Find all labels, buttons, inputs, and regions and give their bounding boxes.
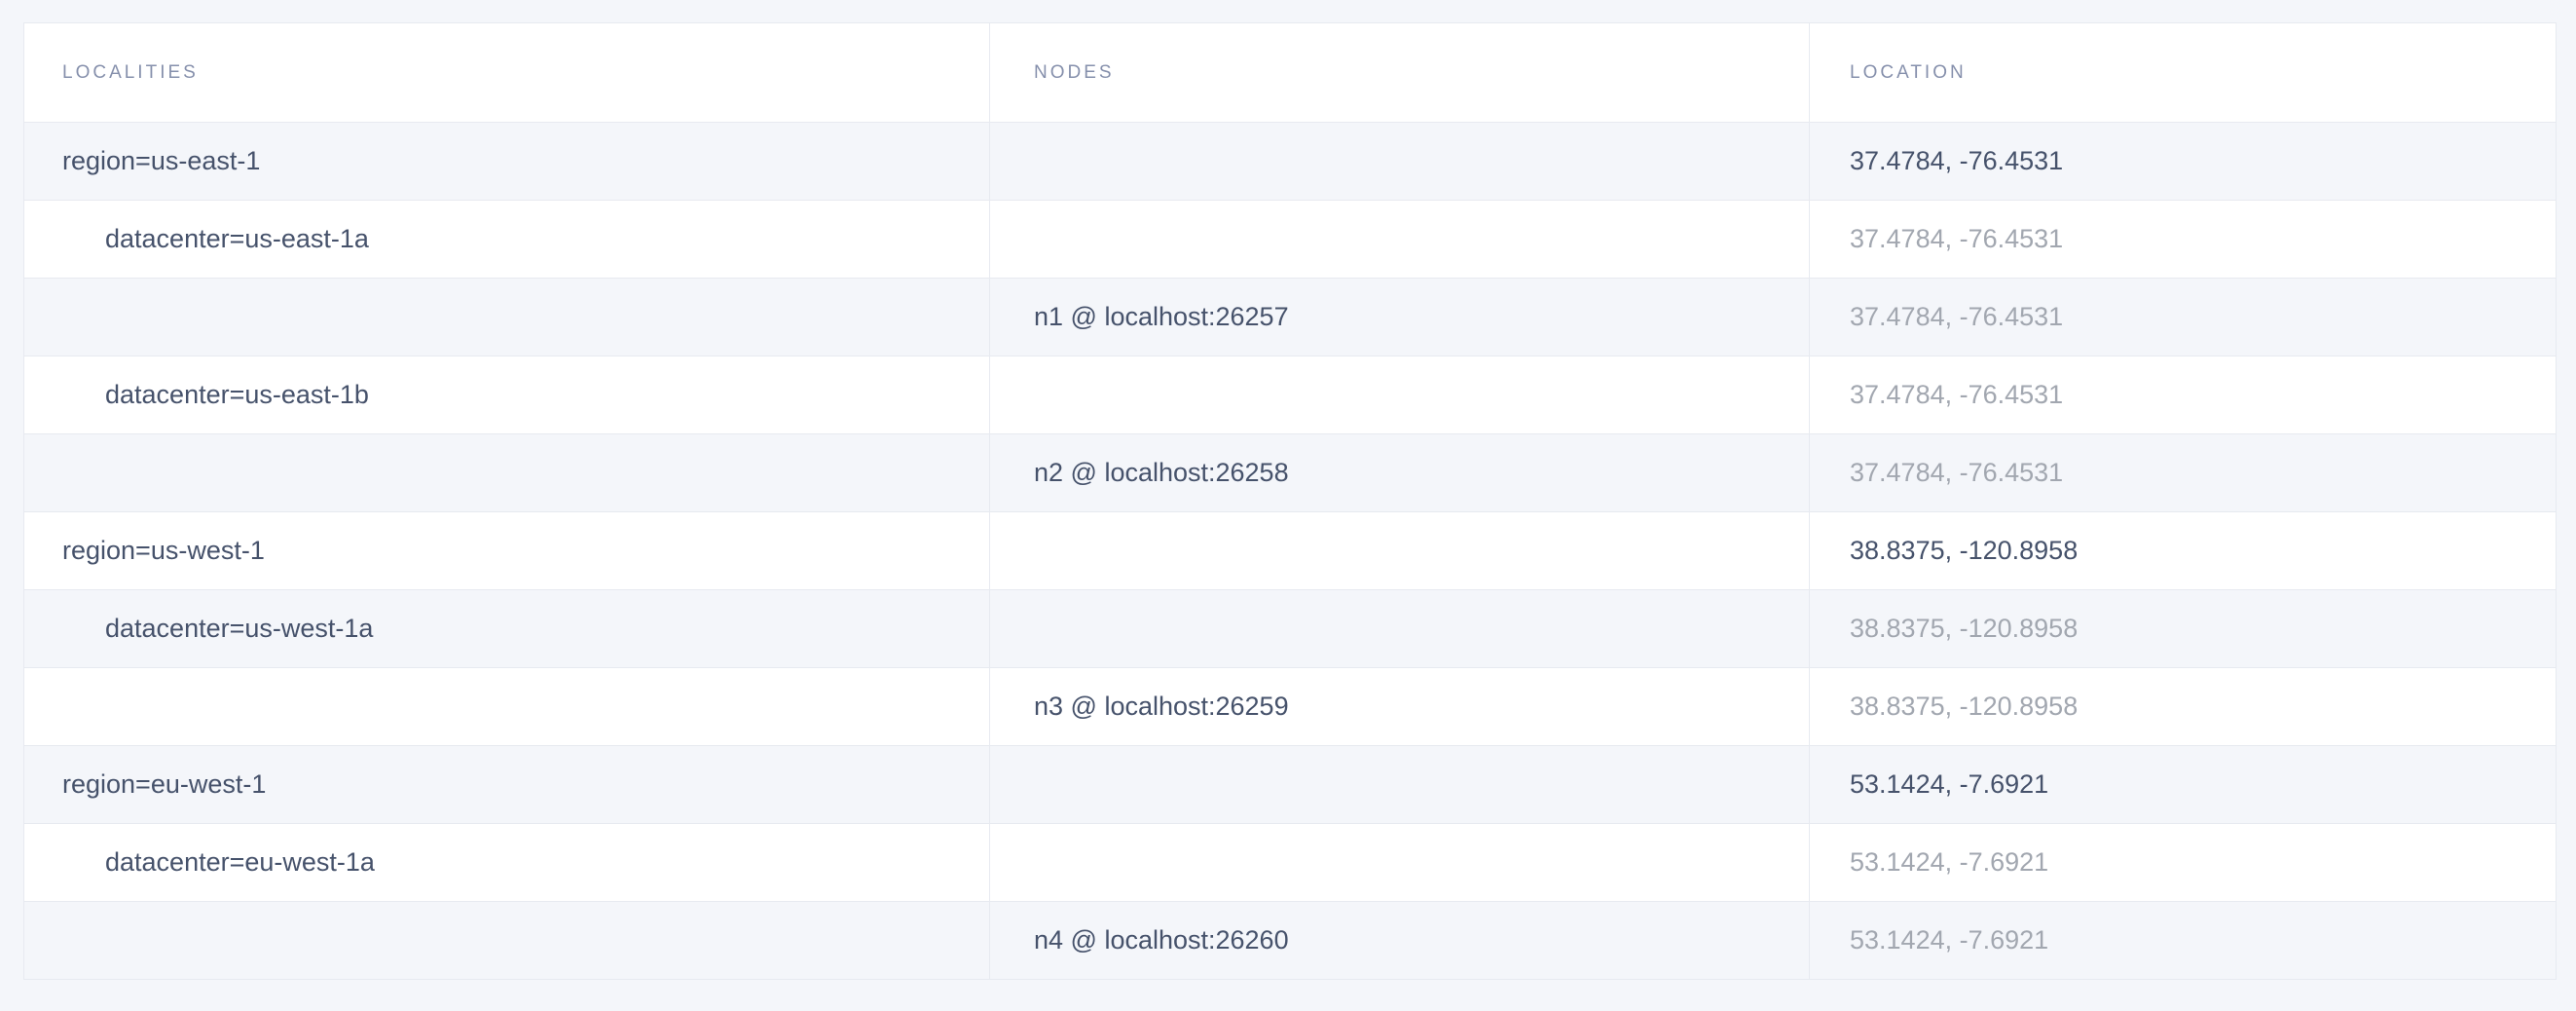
locality-cell xyxy=(23,433,990,512)
location-value: 38.8375, -120.8958 xyxy=(1850,614,2079,643)
table-row: datacenter=us-east-1b 37.4784, -76.4531 xyxy=(23,356,2557,434)
locality-cell: region=us-east-1 xyxy=(23,122,990,201)
nodes-cell xyxy=(989,356,1810,434)
locality-label: region=us-east-1 xyxy=(62,146,261,175)
locality-cell: datacenter=eu-west-1a xyxy=(23,823,990,902)
location-cell: 37.4784, -76.4531 xyxy=(1809,278,2557,356)
column-header-location: LOCATION xyxy=(1809,22,2557,123)
node-label: n2 @ localhost:26258 xyxy=(1034,458,1289,487)
location-value: 38.8375, -120.8958 xyxy=(1850,692,2079,721)
nodes-cell: n1 @ localhost:26257 xyxy=(989,278,1810,356)
nodes-cell: n2 @ localhost:26258 xyxy=(989,433,1810,512)
locality-cell: datacenter=us-west-1a xyxy=(23,589,990,668)
nodes-cell xyxy=(989,823,1810,902)
table-row: n2 @ localhost:26258 37.4784, -76.4531 xyxy=(23,433,2557,512)
nodes-cell: n3 @ localhost:26259 xyxy=(989,667,1810,746)
locality-label: datacenter=us-east-1b xyxy=(105,380,369,409)
table-row: region=us-west-1 38.8375, -120.8958 xyxy=(23,511,2557,590)
node-label: n4 @ localhost:26260 xyxy=(1034,925,1289,955)
location-value: 53.1424, -7.6921 xyxy=(1850,847,2049,877)
node-label: n1 @ localhost:26257 xyxy=(1034,302,1289,331)
location-cell: 53.1424, -7.6921 xyxy=(1809,745,2557,824)
table-row: n4 @ localhost:26260 53.1424, -7.6921 xyxy=(23,901,2557,980)
table-row: datacenter=us-west-1a 38.8375, -120.8958 xyxy=(23,589,2557,668)
locality-label: region=us-west-1 xyxy=(62,536,265,565)
location-value: 37.4784, -76.4531 xyxy=(1850,224,2064,253)
table-row: region=eu-west-1 53.1424, -7.6921 xyxy=(23,745,2557,824)
location-cell: 37.4784, -76.4531 xyxy=(1809,122,2557,201)
location-cell: 53.1424, -7.6921 xyxy=(1809,901,2557,980)
nodes-cell xyxy=(989,745,1810,824)
location-cell: 38.8375, -120.8958 xyxy=(1809,511,2557,590)
table-row: region=us-east-1 37.4784, -76.4531 xyxy=(23,122,2557,201)
column-header-nodes: NODES xyxy=(989,22,1810,123)
table-row: n3 @ localhost:26259 38.8375, -120.8958 xyxy=(23,667,2557,746)
location-value: 37.4784, -76.4531 xyxy=(1850,380,2064,409)
locality-label: datacenter=eu-west-1a xyxy=(105,847,375,877)
locality-cell: region=eu-west-1 xyxy=(23,745,990,824)
locality-cell xyxy=(23,278,990,356)
locality-cell xyxy=(23,667,990,746)
table-row: datacenter=eu-west-1a 53.1424, -7.6921 xyxy=(23,823,2557,902)
table-row: datacenter=us-east-1a 37.4784, -76.4531 xyxy=(23,200,2557,279)
nodes-cell xyxy=(989,122,1810,201)
location-value: 37.4784, -76.4531 xyxy=(1850,302,2064,331)
table-row: n1 @ localhost:26257 37.4784, -76.4531 xyxy=(23,278,2557,356)
locality-cell xyxy=(23,901,990,980)
location-cell: 37.4784, -76.4531 xyxy=(1809,200,2557,279)
location-value: 37.4784, -76.4531 xyxy=(1850,146,2064,175)
location-cell: 37.4784, -76.4531 xyxy=(1809,433,2557,512)
location-value: 53.1424, -7.6921 xyxy=(1850,925,2049,955)
table-header-row: LOCALITIES NODES LOCATION xyxy=(23,22,2557,123)
location-cell: 37.4784, -76.4531 xyxy=(1809,356,2557,434)
location-value: 37.4784, -76.4531 xyxy=(1850,458,2064,487)
location-value: 53.1424, -7.6921 xyxy=(1850,769,2049,799)
table-body: region=us-east-1 37.4784, -76.4531 datac… xyxy=(23,122,2557,980)
locality-cell: datacenter=us-east-1b xyxy=(23,356,990,434)
node-label: n3 @ localhost:26259 xyxy=(1034,692,1289,721)
location-cell: 38.8375, -120.8958 xyxy=(1809,667,2557,746)
column-header-localities: LOCALITIES xyxy=(23,22,990,123)
localities-report-card: LOCALITIES NODES LOCATION region=us-east… xyxy=(23,22,2557,980)
locality-cell: datacenter=us-east-1a xyxy=(23,200,990,279)
locality-label: region=eu-west-1 xyxy=(62,769,267,799)
location-cell: 53.1424, -7.6921 xyxy=(1809,823,2557,902)
nodes-cell xyxy=(989,200,1810,279)
locality-cell: region=us-west-1 xyxy=(23,511,990,590)
localities-table: LOCALITIES NODES LOCATION region=us-east… xyxy=(23,22,2557,980)
nodes-cell xyxy=(989,589,1810,668)
locality-label: datacenter=us-east-1a xyxy=(105,224,369,253)
locality-label: datacenter=us-west-1a xyxy=(105,614,374,643)
nodes-cell xyxy=(989,511,1810,590)
nodes-cell: n4 @ localhost:26260 xyxy=(989,901,1810,980)
location-value: 38.8375, -120.8958 xyxy=(1850,536,2079,565)
location-cell: 38.8375, -120.8958 xyxy=(1809,589,2557,668)
